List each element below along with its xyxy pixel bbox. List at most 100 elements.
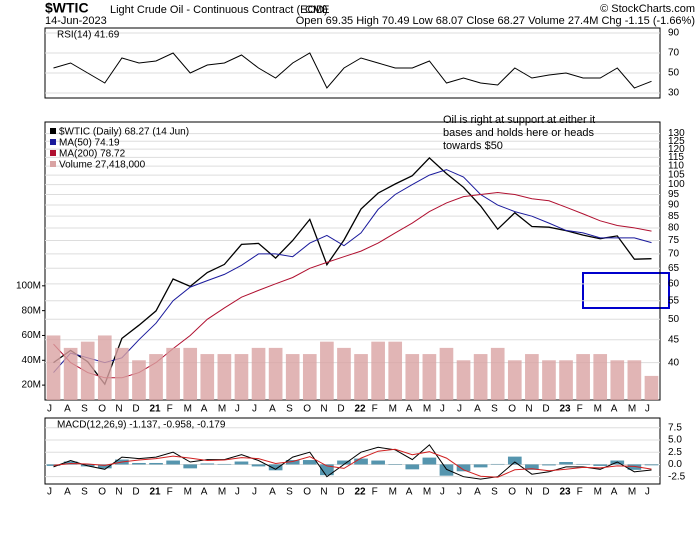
x-tick-label: S xyxy=(286,487,293,498)
y-tick-label: 65 xyxy=(668,263,680,274)
x-tick-label: A xyxy=(474,404,481,415)
x-tick-label: 22 xyxy=(355,404,367,415)
bar xyxy=(559,462,573,464)
bar xyxy=(593,464,607,465)
bar xyxy=(218,354,232,400)
x-tick-label: F xyxy=(372,404,378,415)
legend-swatch xyxy=(50,128,56,134)
panel-title: RSI(14) 41.69 xyxy=(57,30,120,41)
x-tick-label: O xyxy=(508,404,516,415)
y-tick-label: 2.5 xyxy=(668,447,682,458)
y2-tick-label: 40M xyxy=(22,355,41,366)
bar xyxy=(47,335,61,400)
legend-swatch xyxy=(50,139,56,145)
x-tick-label: D xyxy=(337,487,344,498)
x-tick-label: A xyxy=(611,487,618,498)
x-tick-label: N xyxy=(115,404,122,415)
bar xyxy=(320,342,334,400)
bar xyxy=(610,360,624,400)
bar xyxy=(388,342,402,400)
x-tick-label: D xyxy=(542,487,549,498)
x-tick-label: O xyxy=(98,404,106,415)
x-tick-label: A xyxy=(474,487,481,498)
credit: © StockCharts.com xyxy=(600,3,695,15)
bar xyxy=(269,348,283,400)
bar xyxy=(593,354,607,400)
y2-tick-label: 100M xyxy=(16,280,41,291)
y-tick-label: 95 xyxy=(668,189,680,200)
x-tick-label: J xyxy=(645,404,650,415)
bar xyxy=(64,348,78,400)
y-tick-label: 40 xyxy=(668,357,680,368)
x-tick-label: J xyxy=(252,487,257,498)
x-tick-label: J xyxy=(440,487,445,498)
x-tick-label: A xyxy=(201,487,208,498)
panel-title: MACD(12,26,9) -1.137, -0.958, -0.179 xyxy=(57,420,226,431)
bar xyxy=(98,335,112,400)
x-tick-label: J xyxy=(47,487,52,498)
x-tick-label: S xyxy=(81,487,88,498)
support-box xyxy=(583,273,669,308)
x-tick-label: D xyxy=(132,404,139,415)
x-tick-label: M xyxy=(628,487,636,498)
bar xyxy=(645,464,659,465)
bar xyxy=(508,360,522,400)
y-tick-label: 0.0 xyxy=(668,459,682,470)
y-tick-label: 70 xyxy=(668,249,680,260)
x-tick-label: A xyxy=(64,404,71,415)
x-tick-label: M xyxy=(218,487,226,498)
x-tick-label: F xyxy=(167,487,173,498)
x-tick-label: S xyxy=(491,404,498,415)
y-tick-label: -2.5 xyxy=(668,471,686,482)
bar xyxy=(405,354,419,400)
x-tick-label: J xyxy=(252,404,257,415)
y-tick-label: 80 xyxy=(668,223,680,234)
y-tick-label: 75 xyxy=(668,235,680,246)
x-tick-label: M xyxy=(594,404,602,415)
x-tick-label: F xyxy=(577,487,583,498)
x-tick-label: M xyxy=(594,487,602,498)
x-tick-label: O xyxy=(303,404,311,415)
x-tick-label: A xyxy=(201,404,208,415)
x-tick-label: N xyxy=(320,404,327,415)
bar xyxy=(132,360,146,400)
bar xyxy=(423,458,437,465)
x-tick-label: S xyxy=(286,404,293,415)
bar xyxy=(149,354,163,400)
bar xyxy=(235,354,249,400)
bar xyxy=(200,354,214,400)
bar xyxy=(576,354,590,400)
x-tick-label: M xyxy=(184,487,192,498)
x-tick-label: O xyxy=(303,487,311,498)
bar xyxy=(183,348,197,400)
x-tick-label: A xyxy=(611,404,618,415)
bar xyxy=(559,360,573,400)
symbol: $WTIC xyxy=(45,0,89,16)
x-tick-label: S xyxy=(81,404,88,415)
x-tick-label: J xyxy=(235,404,240,415)
legend-swatch xyxy=(50,161,56,167)
x-tick-label: N xyxy=(115,487,122,498)
bar xyxy=(474,464,488,467)
x-tick-label: M xyxy=(184,404,192,415)
x-tick-label: M xyxy=(389,404,397,415)
bar xyxy=(405,464,419,469)
annotation: towards $50 xyxy=(443,140,503,152)
bar xyxy=(115,348,129,400)
bar xyxy=(235,462,249,465)
x-tick-label: 23 xyxy=(560,404,572,415)
x-tick-label: O xyxy=(508,487,516,498)
bar xyxy=(628,360,642,400)
bar xyxy=(440,348,454,400)
bar xyxy=(200,463,214,464)
bar xyxy=(132,463,146,464)
x-tick-label: 22 xyxy=(355,487,367,498)
x-tick-label: A xyxy=(64,487,71,498)
series-line xyxy=(54,53,652,88)
x-tick-label: A xyxy=(269,487,276,498)
bar xyxy=(440,464,454,475)
y-tick-label: 90 xyxy=(668,28,680,39)
y-tick-label: 50 xyxy=(668,314,680,325)
bar xyxy=(645,376,659,400)
